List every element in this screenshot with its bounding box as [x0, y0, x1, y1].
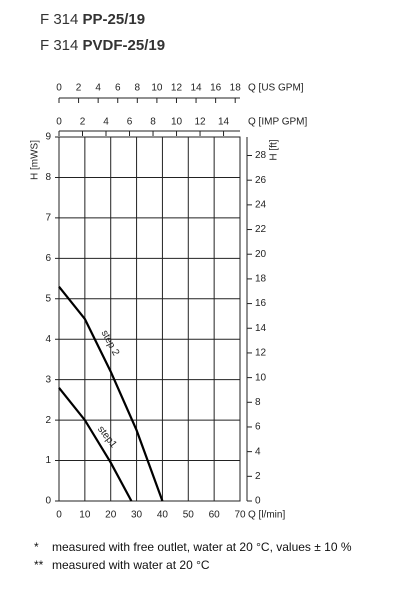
y-tick-label: 3	[45, 374, 51, 385]
x2-tick-label: 2	[80, 117, 86, 128]
y-tick-label: 1	[45, 455, 51, 466]
x2-tick-label: 18	[230, 83, 242, 94]
title-line: F 314 PP-25/19	[40, 11, 145, 28]
x2-tick-label: 2	[76, 83, 82, 94]
title-model: PP-25/19	[83, 11, 146, 28]
x-tick-label: 30	[131, 510, 143, 521]
title-line: F 314 PVDF-25/19	[40, 37, 165, 54]
curve	[58, 387, 133, 502]
series-label: step1	[95, 424, 119, 450]
y2-tick-label: 10	[255, 372, 267, 383]
y2-tick-label: 2	[255, 471, 261, 482]
y2-tick-label: 26	[255, 175, 267, 186]
y-tick-label: 8	[45, 172, 51, 183]
x-tick-label: 50	[183, 510, 195, 521]
x2-tick-label: 6	[115, 83, 121, 94]
x2-tick-label: 12	[171, 83, 183, 94]
y-tick-label: 6	[45, 253, 51, 264]
x-tick-label: 20	[105, 510, 117, 521]
y2-tick-label: 4	[255, 446, 261, 457]
x2-tick-label: 12	[194, 117, 206, 128]
y2-tick-label: 14	[255, 323, 267, 334]
y-axis-label: H [mWS]	[30, 140, 41, 180]
y-tick-label: 4	[45, 334, 51, 345]
x-tick-label: 0	[56, 510, 62, 521]
y2-tick-label: 24	[255, 200, 267, 211]
x2-tick-label: 8	[150, 117, 156, 128]
title-prefix: F 314	[40, 37, 78, 54]
title-prefix: F 314	[40, 11, 78, 28]
x-tick-label: 10	[79, 510, 91, 521]
x2-tick-label: 4	[95, 83, 101, 94]
x2-tick-label: 16	[210, 83, 222, 94]
footnote-text: measured with free outlet, water at 20 °…	[52, 540, 352, 554]
footnote-mark: **	[34, 558, 44, 572]
y2-tick-label: 28	[255, 150, 267, 161]
x2-tick-label: 14	[218, 117, 230, 128]
curve	[58, 285, 164, 502]
x2-tick-label: 0	[56, 117, 62, 128]
y2-tick-label: 20	[255, 249, 267, 260]
y-tick-label: 2	[45, 415, 51, 426]
plot-frame	[58, 136, 241, 502]
footnote-mark: *	[34, 540, 39, 554]
x2-axis-label: Q [US GPM]	[248, 83, 304, 94]
y2-tick-label: 22	[255, 224, 267, 235]
x2-tick-label: 10	[171, 117, 183, 128]
x2-tick-label: 4	[103, 117, 109, 128]
y2-tick-label: 18	[255, 274, 267, 285]
footnote-text: measured with water at 20 °C	[52, 558, 210, 572]
y2-axis-label: H [ft]	[269, 139, 280, 160]
y-tick-label: 0	[45, 496, 51, 507]
x2-tick-label: 14	[190, 83, 202, 94]
y2-tick-label: 6	[255, 422, 261, 433]
x-axis-label: Q [l/min]	[248, 510, 285, 521]
y-tick-label: 7	[45, 213, 51, 224]
y-tick-label: 5	[45, 293, 51, 304]
x-tick-label: 60	[209, 510, 221, 521]
x2-tick-label: 10	[151, 83, 163, 94]
y2-tick-label: 12	[255, 348, 267, 359]
y-tick-label: 9	[45, 132, 51, 143]
x2-tick-label: 6	[127, 117, 133, 128]
y2-tick-label: 16	[255, 298, 267, 309]
x-tick-label: 40	[157, 510, 169, 521]
title-model: PVDF-25/19	[83, 37, 166, 54]
y2-tick-label: 0	[255, 496, 261, 507]
x-tick-label: 70	[234, 510, 246, 521]
y2-tick-label: 8	[255, 397, 261, 408]
x2-tick-label: 0	[56, 83, 62, 94]
x2-axis-label: Q [IMP GPM]	[248, 117, 307, 128]
x2-tick-label: 8	[135, 83, 141, 94]
